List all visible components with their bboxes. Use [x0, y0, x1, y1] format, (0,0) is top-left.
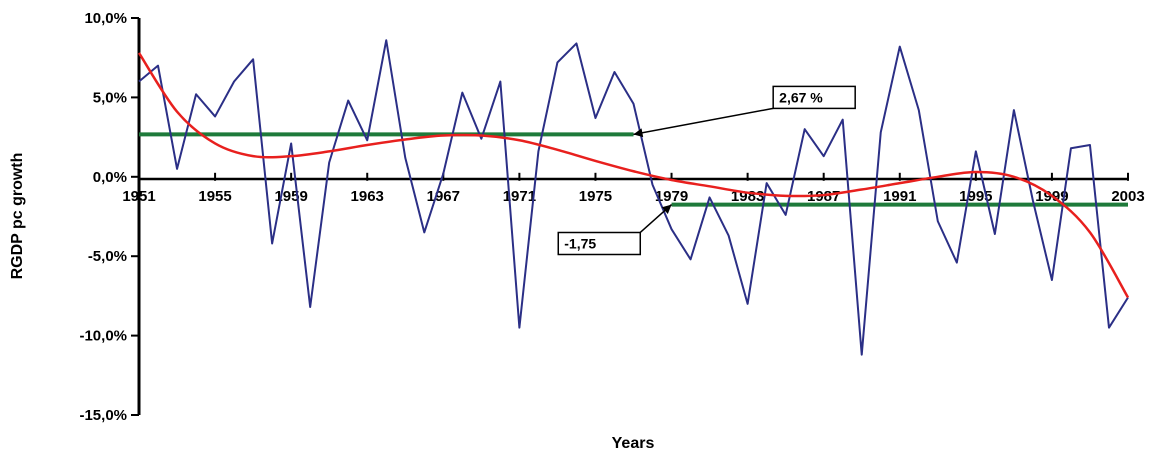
annotation-arrowhead: [633, 128, 644, 138]
annotation-arrowhead: [661, 204, 672, 214]
y-axis-title: RGDP pc growth: [9, 153, 26, 280]
annotation-label: 2,67 %: [779, 89, 823, 105]
y-tick-label: -15,0%: [79, 407, 127, 424]
y-axis-ticks: 10,0% 5,0% 0,0% -5,0% -10,0% -15,0%: [79, 10, 139, 424]
x-axis-title: Years: [612, 435, 655, 452]
annotation-box: [557, 231, 642, 256]
x-tick-label: 2003: [1111, 188, 1144, 205]
x-tick-label: 1991: [883, 188, 916, 205]
y-tick-label: -10,0%: [79, 328, 127, 345]
x-tick-label: 1955: [198, 188, 231, 205]
annotation-label: -1,75: [564, 235, 596, 251]
y-tick-label: -5,0%: [88, 248, 127, 265]
y-tick-label: 10,0%: [84, 10, 127, 27]
y-tick-label: 0,0%: [93, 169, 127, 186]
x-axis-ticks: 1951 1955 1959 1963 1967 1971 1975 1979 1983 1987…: [122, 172, 1145, 205]
x-tick-label: 1971: [503, 188, 536, 205]
y-tick-label: 5,0%: [93, 89, 127, 106]
annotation-arrow: [633, 107, 774, 136]
x-tick-label: 1979: [655, 188, 688, 205]
trend-curve: [137, 52, 1130, 299]
x-tick-label: 1963: [351, 188, 384, 205]
x-tick-label: 1975: [579, 188, 612, 205]
x-tick-label: 1967: [427, 188, 460, 205]
series-layer: [137, 39, 1130, 356]
x-tick-label: 1951: [122, 188, 155, 205]
annotation-box: [772, 85, 856, 110]
annotation-layer: 2,67 % -1,75: [557, 85, 856, 256]
growth-series-line: [138, 39, 1129, 356]
